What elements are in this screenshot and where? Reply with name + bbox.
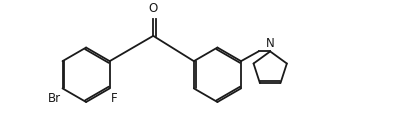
Text: N: N	[266, 37, 275, 51]
Text: F: F	[111, 92, 117, 105]
Text: Br: Br	[47, 92, 61, 105]
Text: O: O	[149, 2, 158, 15]
